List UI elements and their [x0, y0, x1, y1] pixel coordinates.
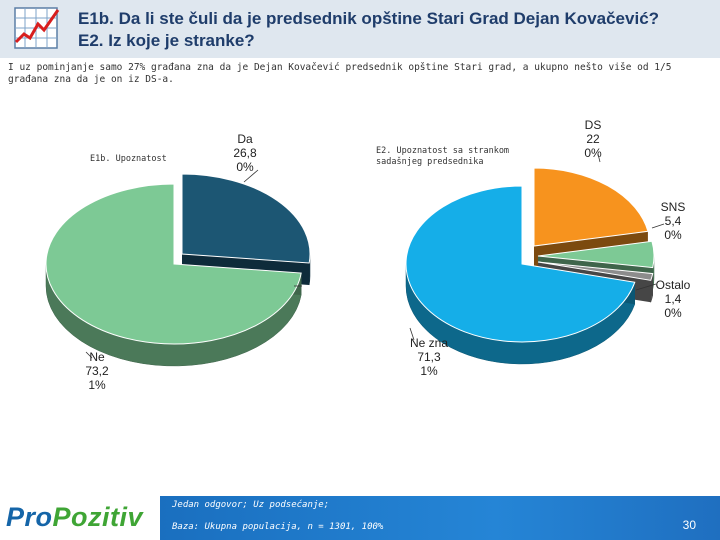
header-bar: E1b. Da li ste čuli da je predsednik opš… — [0, 0, 720, 58]
footer-note-answer: Jedan odgovor; Uz podsećanje; — [172, 500, 330, 510]
pie1-slice-0 — [181, 173, 311, 264]
title-line-1: E1b. Da li ste čuli da je predsednik opš… — [78, 9, 660, 28]
leader-line-6 — [409, 327, 415, 341]
charts-area: E1b. Upoznatost E2. Upoznatost sa strank… — [0, 90, 720, 498]
subtitle-text: I uz pominjanje samo 27% građana zna da … — [8, 62, 672, 85]
leader-line-0 — [243, 169, 259, 183]
brand-pro: Pro — [6, 502, 53, 532]
pie-charts-svg — [45, 153, 665, 367]
label-da: Da 26,8 0% — [233, 132, 257, 174]
brand-text: ProPozitiv — [6, 502, 143, 533]
pie1-slice-1 — [45, 183, 302, 345]
page-title: E1b. Da li ste čuli da je predsednik opš… — [78, 8, 718, 52]
footer-bar: Jedan odgovor; Uz podsećanje; Baza: Ukup… — [160, 496, 720, 540]
chart2-title: E2. Upoznatost sa strankom sadašnjeg pre… — [376, 146, 510, 167]
footer-note-base: Baza: Ukupna populacija, n = 1301, 100% — [172, 522, 384, 532]
pie2-slice-1 — [537, 240, 655, 269]
pie2-slice-0 — [533, 167, 649, 247]
leader-line-5 — [635, 283, 657, 291]
label-nezna: Ne zna 71,3 1% — [409, 336, 449, 378]
page-number: 30 — [682, 518, 696, 532]
leader-line-4 — [651, 223, 665, 229]
footer: ProPozitiv Jedan odgovor; Uz podsećanje;… — [0, 496, 720, 540]
pie2-slice-3 — [405, 185, 636, 343]
leader-line-2 — [85, 351, 93, 359]
chart1-title: E1b. Upoznatost — [90, 154, 167, 164]
pie2-slice-2 — [537, 261, 654, 281]
label-ne: Ne 73,2 1% — [85, 350, 109, 392]
leader-line-3 — [597, 153, 601, 163]
label-sns: SNS 5,4 0% — [660, 200, 686, 242]
label-ds: DS 22 0% — [584, 118, 602, 160]
label-ostalo: Ostalo 1,4 0% — [655, 278, 691, 320]
chart-logo-icon — [14, 7, 60, 49]
brand-logo: ProPozitiv — [0, 496, 160, 540]
brand-pozitiv: Pozitiv — [52, 502, 144, 532]
title-line-2: E2. Iz koje je stranke? — [78, 31, 255, 50]
